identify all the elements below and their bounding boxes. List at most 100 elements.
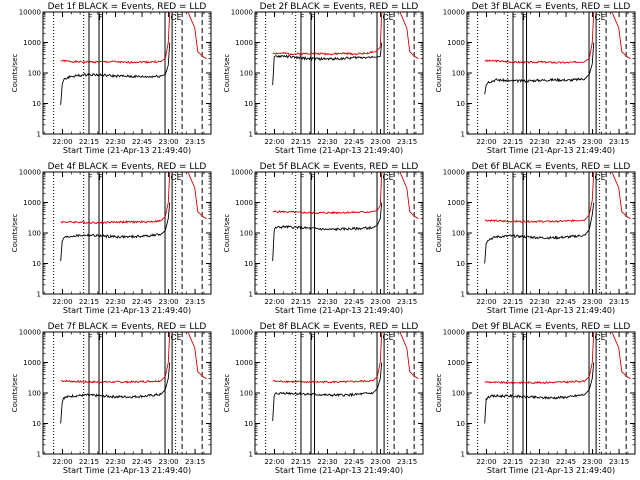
y-tick-label: 1000: [235, 359, 253, 367]
x-tick-label: 23:00: [370, 298, 390, 306]
y-tick-label: 1: [249, 451, 253, 459]
x-tick-label: 23:15: [397, 458, 417, 466]
marker-label: F: [88, 13, 93, 22]
series-events: [60, 42, 171, 105]
series-lld: [272, 12, 383, 56]
panel-9: Det 9f BLACK = Events, RED = LLD 1 10 100 10…: [435, 322, 636, 475]
marker-label: C: [594, 173, 600, 182]
y-axis-label: Counts/sec: [223, 374, 231, 413]
x-tick-label: 22:45: [132, 458, 152, 466]
x-axis-label: Start Time (21-Apr-13 21:49:40): [275, 146, 403, 155]
x-axis-label: Start Time (21-Apr-13 21:49:40): [487, 306, 615, 315]
y-tick-label: 1000: [23, 39, 41, 47]
x-tick-label: 22:30: [529, 298, 549, 306]
y-axis-label: Counts/sec: [435, 214, 443, 253]
marker-label: E: [389, 333, 394, 342]
y-tick-label: 10: [244, 260, 253, 268]
marker-label: E: [601, 173, 606, 182]
x-tick-label: 22:45: [556, 138, 576, 146]
y-tick-label: 10: [244, 420, 253, 428]
plot-frame: [42, 11, 212, 135]
series-events: [272, 362, 383, 422]
marker-label: F: [98, 13, 103, 22]
series-lld: [484, 172, 595, 223]
plot-frame: [466, 171, 636, 295]
x-axis-label: Start Time (21-Apr-13 21:49:40): [63, 306, 191, 315]
series-lld-peak: [381, 12, 419, 59]
y-tick-label: 1: [249, 131, 253, 139]
x-tick-label: 23:15: [609, 298, 629, 306]
y-tick-label: 10: [32, 100, 41, 108]
panel-5: Det 5f BLACK = Events, RED = LLD 1 10 100 10…: [223, 162, 424, 315]
x-tick-label: 22:30: [105, 298, 125, 306]
x-axis-label: Start Time (21-Apr-13 21:49:40): [487, 466, 615, 475]
series-lld: [60, 12, 171, 64]
marker-label: C: [594, 333, 600, 342]
series-lld-peak: [169, 12, 207, 59]
panel-title: Det 3f BLACK = Events, RED = LLD: [472, 2, 631, 12]
marker-label: C: [170, 13, 176, 22]
x-tick-label: 22:30: [317, 298, 337, 306]
marker-label: F: [522, 13, 527, 22]
x-tick-label: 23:15: [609, 138, 629, 146]
plot-frame: [254, 171, 424, 295]
plot-frame: [466, 11, 636, 135]
series-events: [484, 362, 595, 424]
x-tick-label: 22:00: [52, 458, 72, 466]
marker-label: F: [300, 13, 305, 22]
y-tick-label: 1000: [235, 199, 253, 207]
x-tick-label: 22:00: [264, 458, 284, 466]
marker-label: F: [310, 13, 315, 22]
panel-8: Det 8f BLACK = Events, RED = LLD 1 10 100 10…: [223, 322, 424, 475]
y-tick-label: 1000: [23, 199, 41, 207]
marker-label: F: [522, 333, 527, 342]
panel-title: Det 8f BLACK = Events, RED = LLD: [260, 322, 419, 332]
y-tick-label: 10000: [231, 9, 253, 17]
series-lld: [60, 172, 171, 224]
y-tick-label: 1: [249, 291, 253, 299]
y-tick-label: 1000: [447, 39, 465, 47]
series-events: [272, 202, 383, 262]
y-tick-label: 10: [456, 100, 465, 108]
y-tick-label: 1: [461, 131, 465, 139]
x-tick-label: 22:15: [503, 298, 523, 306]
x-tick-label: 22:15: [291, 138, 311, 146]
series-lld-peak: [169, 172, 207, 219]
y-tick-label: 10000: [231, 169, 253, 177]
panel-2: Det 2f BLACK = Events, RED = LLD 1 10 100 10…: [223, 2, 424, 155]
marker-label: E: [177, 333, 182, 342]
marker-label: E: [389, 173, 394, 182]
x-tick-label: 23:00: [370, 138, 390, 146]
y-tick-label: 1000: [447, 199, 465, 207]
panel-4: Det 4f BLACK = Events, RED = LLD 1 10 100 10…: [11, 162, 212, 315]
plot-frame: [42, 171, 212, 295]
x-tick-label: 22:00: [476, 298, 496, 306]
x-tick-label: 23:00: [582, 458, 602, 466]
series-events: [484, 202, 595, 264]
x-tick-label: 22:30: [105, 138, 125, 146]
x-tick-label: 22:00: [476, 458, 496, 466]
x-tick-label: 23:15: [185, 458, 205, 466]
panel-7: Det 7f BLACK = Events, RED = LLD 1 10 100 10…: [11, 322, 212, 475]
x-tick-label: 22:15: [503, 458, 523, 466]
x-tick-label: 22:45: [132, 298, 152, 306]
marker-label: C: [382, 13, 388, 22]
x-tick-label: 23:15: [609, 458, 629, 466]
y-tick-label: 100: [240, 70, 253, 78]
marker-label: F: [98, 333, 103, 342]
marker-label: F: [98, 173, 103, 182]
y-tick-label: 1: [461, 291, 465, 299]
y-tick-label: 1000: [23, 359, 41, 367]
y-axis-label: Counts/sec: [11, 374, 19, 413]
marker-label: F: [512, 13, 517, 22]
marker-label: E: [389, 13, 394, 22]
marker-label: E: [177, 173, 182, 182]
series-lld-peak: [169, 332, 207, 379]
marker-label: F: [310, 333, 315, 342]
marker-label: E: [601, 333, 606, 342]
x-tick-label: 22:45: [132, 138, 152, 146]
y-tick-label: 100: [28, 70, 41, 78]
marker-label: C: [170, 333, 176, 342]
series-lld: [272, 332, 383, 384]
marker-label: C: [382, 333, 388, 342]
